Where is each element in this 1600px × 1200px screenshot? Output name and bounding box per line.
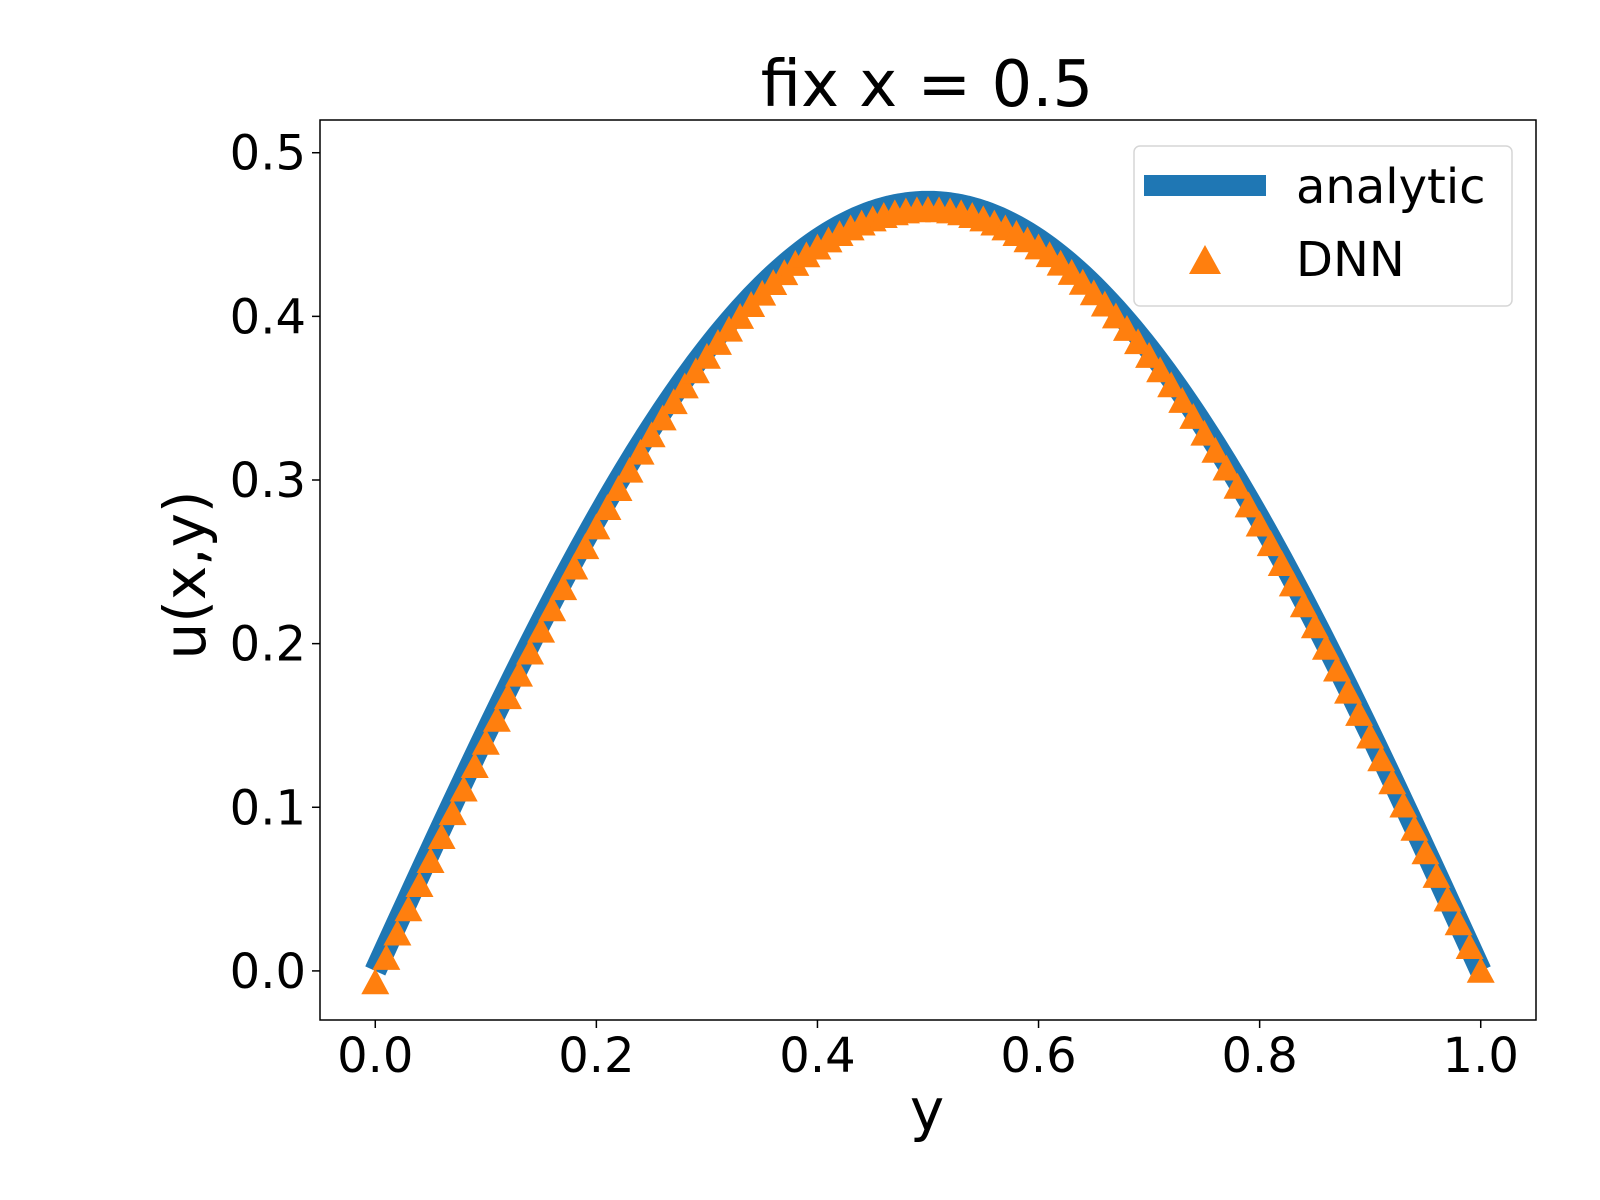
dnn-point — [626, 438, 655, 465]
x-axis: 0.0 0.2 0.4 0.6 0.8 1.0 — [337, 1020, 1519, 1084]
dnn-point — [582, 513, 611, 540]
dnn-point — [1466, 956, 1495, 983]
dnn-point — [560, 553, 589, 580]
y-tick-label: 0.0 — [230, 944, 306, 1000]
dnn-point — [361, 968, 390, 995]
dnn-point — [637, 421, 666, 448]
dnn-point — [1300, 612, 1329, 639]
dnn-point — [703, 328, 732, 355]
y-tick-label: 0.4 — [230, 289, 306, 345]
dnn-point — [1378, 768, 1407, 795]
dnn-point — [1112, 315, 1141, 341]
dnn-point — [1334, 677, 1363, 704]
dnn-point — [493, 683, 522, 710]
dnn-point — [1323, 655, 1352, 682]
dnn-point — [471, 728, 500, 755]
dnn-point — [1400, 814, 1429, 841]
dnn-point — [692, 342, 721, 369]
x-tick-label: 0.8 — [1221, 1028, 1297, 1084]
chart-title: fix x = 0.5 — [761, 48, 1094, 122]
dnn-point — [1444, 909, 1473, 936]
dnn-point — [615, 456, 644, 483]
dnn-point — [1245, 510, 1274, 537]
dnn-point — [1223, 472, 1252, 499]
y-tick-label: 0.5 — [230, 126, 306, 182]
dnn-point — [1168, 386, 1197, 413]
dnn-point — [593, 494, 622, 520]
dnn-point — [1256, 530, 1285, 557]
dnn-point — [604, 475, 633, 502]
dnn-point — [1356, 722, 1385, 749]
dnn-point — [460, 752, 489, 779]
x-tick-label: 1.0 — [1443, 1028, 1519, 1084]
x-tick-label: 0.0 — [337, 1028, 413, 1084]
dnn-point — [659, 388, 688, 415]
dnn-point — [803, 233, 832, 260]
dnn-point — [538, 595, 567, 622]
legend-marker-dnn — [1189, 245, 1221, 274]
dnn-point — [1345, 699, 1374, 726]
dnn-point — [504, 660, 533, 687]
legend: analytic DNN — [1133, 145, 1513, 307]
dnn-point — [670, 372, 699, 399]
legend-label-dnn: DNN — [1296, 232, 1405, 288]
dnn-point — [1389, 791, 1418, 818]
dnn-point — [516, 638, 545, 665]
dnn-point — [1190, 419, 1219, 446]
dnn-point — [482, 705, 511, 732]
y-tick-label: 0.3 — [230, 453, 306, 509]
y-axis-label: u(x,y) — [151, 490, 219, 659]
dnn-point — [394, 895, 423, 922]
dnn-point — [1135, 341, 1164, 368]
dnn-point — [1179, 403, 1208, 429]
dnn-point — [449, 775, 478, 802]
dnn-point — [571, 533, 600, 560]
dnn-point — [549, 574, 578, 601]
dnn-point — [1146, 356, 1175, 383]
dnn-point — [1422, 861, 1451, 888]
series-dnn — [361, 196, 1495, 995]
dnn-point — [1289, 591, 1318, 618]
dnn-point — [1411, 838, 1440, 865]
y-tick-label: 0.1 — [230, 780, 306, 836]
dnn-point — [1367, 745, 1396, 772]
dnn-point — [427, 823, 456, 849]
dnn-point — [1157, 371, 1186, 398]
dnn-point — [1124, 328, 1153, 355]
legend-swatch-analytic — [1144, 175, 1266, 196]
y-axis: 0.0 0.1 0.2 0.3 0.4 0.5 — [230, 126, 320, 1000]
legend-label-analytic: analytic — [1296, 159, 1486, 215]
dnn-point — [681, 357, 710, 384]
y-tick-label: 0.2 — [230, 617, 306, 673]
x-tick-label: 0.4 — [779, 1028, 855, 1084]
dnn-point — [1101, 302, 1130, 329]
dnn-point — [1311, 633, 1340, 660]
dnn-point — [648, 404, 677, 431]
dnn-point — [372, 943, 401, 970]
x-tick-label: 0.2 — [558, 1028, 634, 1084]
dnn-point — [383, 919, 412, 946]
dnn-point — [527, 616, 556, 643]
dnn-point — [1201, 436, 1230, 463]
dnn-point — [416, 847, 445, 873]
dnn-point — [1433, 885, 1462, 912]
dnn-point — [405, 871, 434, 898]
dnn-point — [1267, 550, 1296, 577]
x-tick-label: 0.6 — [1000, 1028, 1076, 1084]
dnn-point — [438, 799, 467, 826]
dnn-point — [1212, 454, 1241, 481]
dnn-point — [1278, 570, 1307, 597]
dnn-point — [1234, 491, 1263, 518]
x-axis-label: y — [910, 1076, 944, 1144]
dnn-point — [1455, 933, 1484, 960]
